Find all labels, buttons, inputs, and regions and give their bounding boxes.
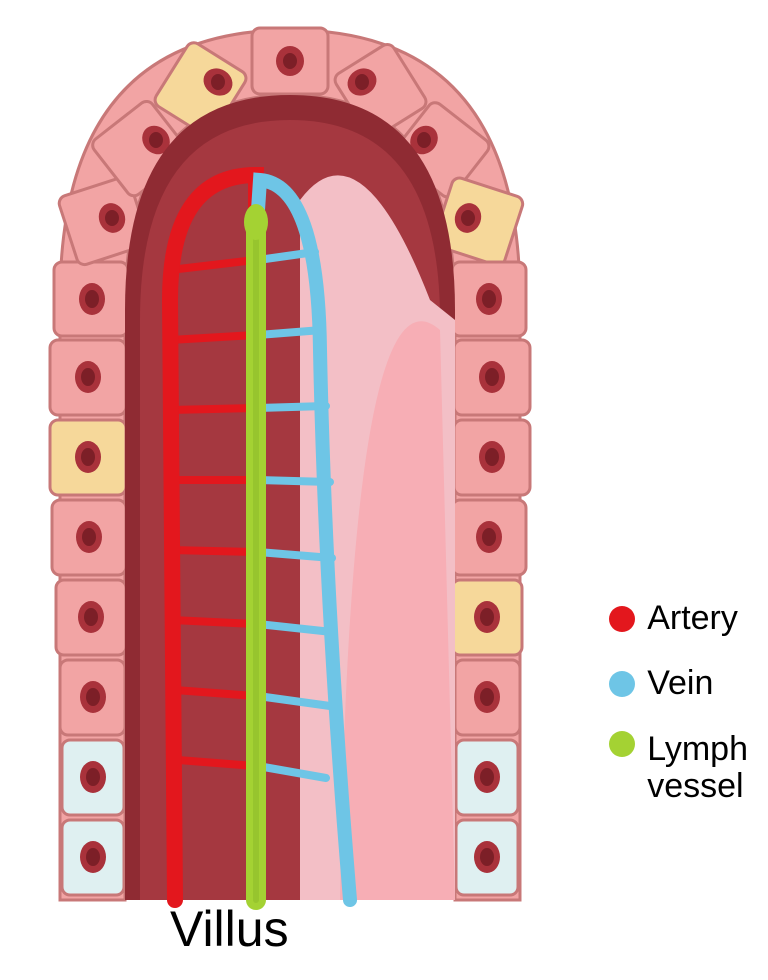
legend: Artery Vein Lymph vessel bbox=[609, 600, 748, 834]
legend-label: Lymph vessel bbox=[647, 731, 748, 806]
legend-label: Vein bbox=[647, 665, 713, 702]
legend-item-vein: Vein bbox=[609, 665, 748, 702]
legend-item-lymph: Lymph vessel bbox=[609, 731, 748, 806]
diagram-title: Villus bbox=[170, 900, 289, 958]
legend-label: Artery bbox=[647, 600, 738, 637]
lymph-icon bbox=[609, 731, 635, 757]
artery-icon bbox=[609, 606, 635, 632]
legend-item-artery: Artery bbox=[609, 600, 748, 637]
vein-icon bbox=[609, 671, 635, 697]
